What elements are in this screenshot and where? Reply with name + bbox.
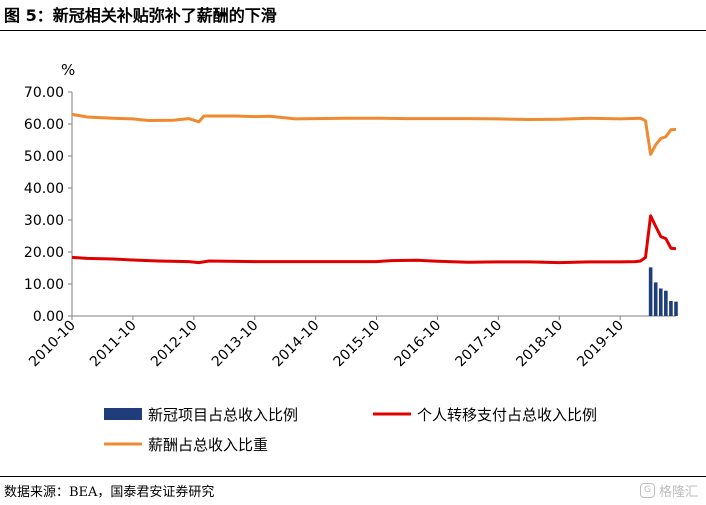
x-tick-label: 2019-10 [574, 318, 627, 371]
bar-subsidy [664, 290, 668, 316]
x-tick-label: 2010-10 [26, 318, 79, 371]
series-compensation-line [71, 112, 677, 156]
x-tick-label: 2011-10 [87, 318, 140, 371]
x-tick-label: 2013-10 [209, 318, 262, 371]
y-tick-label: 0.00 [33, 309, 64, 325]
watermark-logo-icon: G [639, 482, 655, 498]
series-subsidy-bars [648, 267, 678, 316]
y-tick-label: 10.00 [24, 277, 64, 293]
y-tick-label: 70.00 [24, 85, 64, 101]
x-tick-label: 2017-10 [453, 318, 506, 371]
y-tick-label: 30.00 [24, 213, 64, 229]
y-tick-label: 20.00 [24, 245, 64, 261]
figure-title: 图 5：新冠相关补贴弥补了薪酬的下滑 [4, 6, 277, 25]
y-tick-label: 60.00 [24, 117, 64, 133]
line-chart: % 0.00 10.00 20.00 30.00 40.00 50.00 60.00 70.00… [24, 61, 678, 454]
x-tick-label: 2018-10 [513, 318, 566, 371]
bar-subsidy [653, 282, 658, 316]
bar-subsidy [674, 301, 678, 316]
source-note: 数据来源：BEA，国泰君安证券研究 [4, 485, 215, 500]
bar-subsidy [648, 267, 653, 316]
x-tick-label: 2014-10 [270, 318, 323, 371]
legend-swatch-subsidy [104, 408, 142, 420]
bar-subsidy [658, 288, 663, 316]
source-divider [0, 476, 706, 477]
watermark-text: 格隆汇 [658, 484, 698, 500]
x-tick-label: 2015-10 [331, 318, 384, 371]
legend-label-transfer: 个人转移支付占总收入比例 [417, 406, 597, 424]
legend-item-compensation: 薪酬占总收入比重 [104, 436, 268, 454]
legend-item-subsidy: 新冠项目占总收入比例 [104, 406, 298, 424]
x-tick-label: 2012-10 [148, 318, 201, 371]
legend-label-compensation: 薪酬占总收入比重 [148, 436, 268, 454]
y-axis-unit-label: % [61, 61, 75, 79]
title-divider [0, 30, 706, 31]
legend-label-subsidy: 新冠项目占总收入比例 [148, 406, 298, 424]
y-tick-label: 50.00 [24, 149, 64, 165]
series-transfer-line [71, 214, 677, 265]
bar-subsidy [669, 300, 673, 316]
watermark: G 格隆汇 [639, 478, 698, 502]
x-tick-label: 2016-10 [392, 318, 445, 371]
y-tick-label: 40.00 [24, 181, 64, 197]
legend-item-transfer: 个人转移支付占总收入比例 [373, 406, 597, 424]
